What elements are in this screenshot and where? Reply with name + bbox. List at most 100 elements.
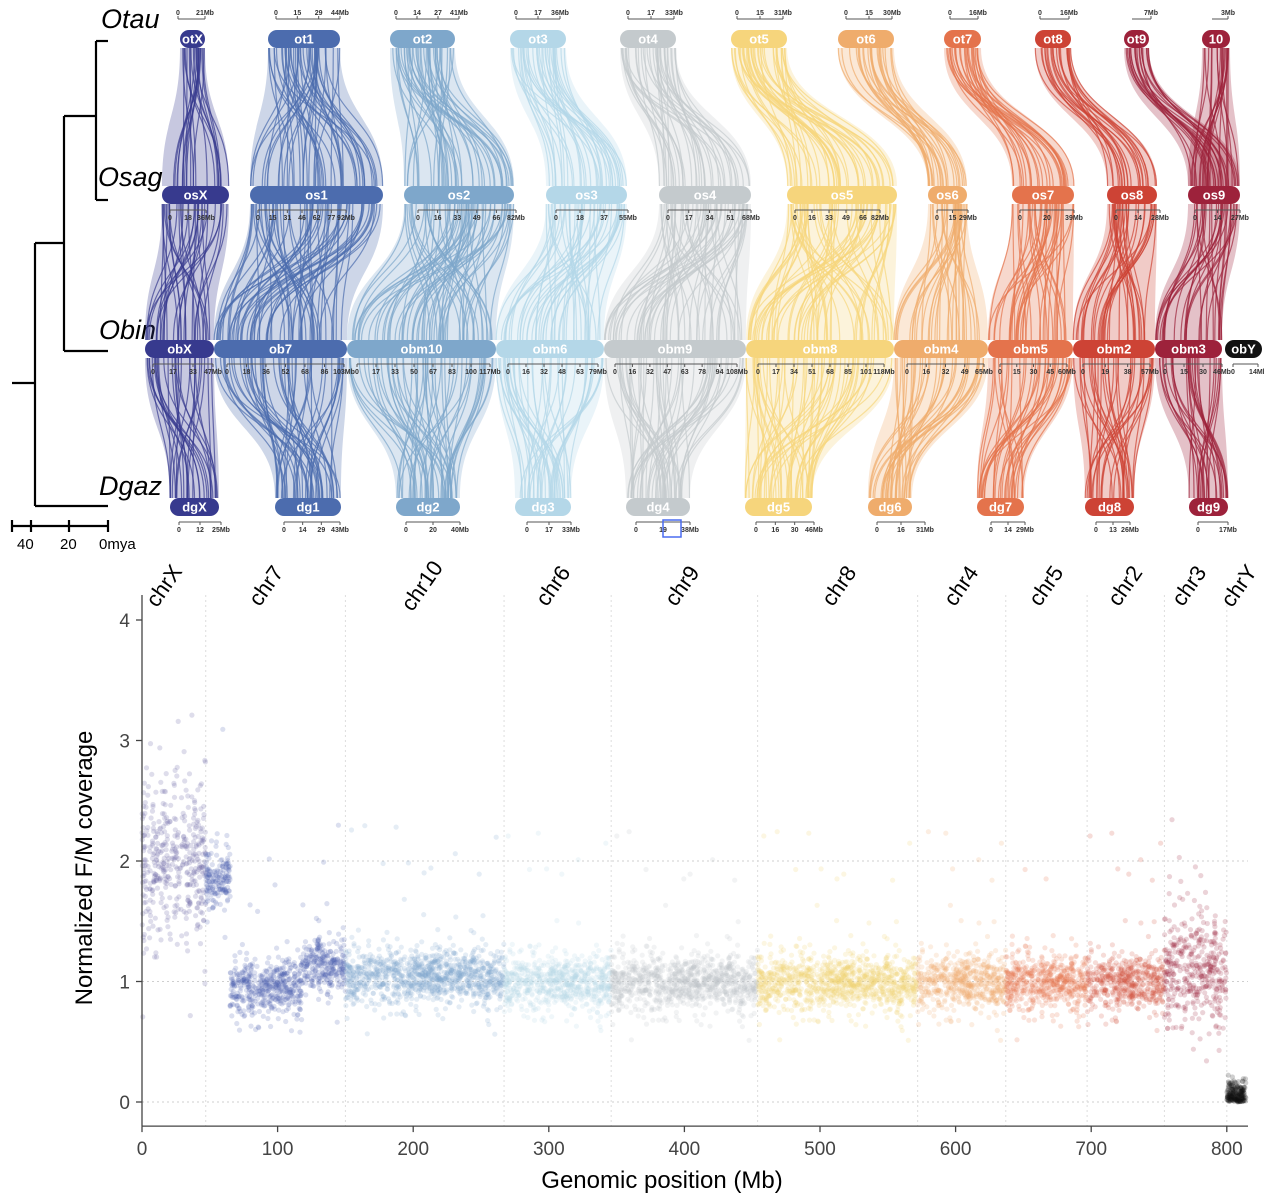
scale-tick-label: 43Mb [331,527,349,534]
data-point [737,1003,743,1009]
data-point [668,962,674,968]
data-point [294,1012,301,1018]
data-point [335,822,341,828]
data-point [171,857,177,863]
data-point [286,959,292,965]
data-point [755,961,761,968]
chromosome-label-dg7: dg7 [989,500,1012,515]
data-point [155,840,161,847]
data-point [163,903,169,909]
data-point [352,985,358,991]
data-point [169,840,176,846]
data-point [159,811,166,817]
data-point [249,963,255,969]
data-point [518,1003,524,1009]
synteny-link-ot8-os8 [1034,47,1158,187]
scale-tick-label: 16Mb [969,10,987,17]
data-point [284,939,290,945]
data-point [401,983,407,990]
data-point [183,910,189,916]
data-point [497,996,503,1002]
data-point [413,976,419,982]
data-point [411,956,417,963]
chromosome-bar-ob7 [214,340,347,358]
data-point [749,964,755,970]
data-point [220,726,226,732]
data-point [483,942,489,948]
data-point [201,863,207,869]
data-point [384,929,390,936]
data-point [185,898,191,904]
data-point [566,981,573,987]
data-point [401,989,407,995]
data-point [366,975,372,981]
scale-tick-label: 16Mb [1060,10,1078,17]
data-point [167,876,173,882]
data-point [749,954,755,961]
data-point [201,811,207,818]
chromosome-bar-obm5 [988,340,1073,358]
scale-tick-label: 30 [1030,369,1038,376]
scale-tick-label: 0 [274,10,278,17]
synteny-link-os2-obm10 [347,203,515,341]
data-point [315,941,321,948]
scale-tick-label: 38Mb [681,527,699,534]
data-point [603,840,609,846]
data-point [680,986,686,992]
data-point [154,857,160,863]
data-point [234,990,240,997]
data-point [323,968,329,975]
data-point [554,918,560,924]
data-point [702,980,708,987]
chromosome-scale-os3: 0 18 37 55Mb [554,209,637,222]
data-point [814,902,820,908]
data-point [394,1011,400,1017]
data-point [268,971,274,977]
data-point [271,968,277,974]
data-point [151,877,157,883]
data-point [326,941,332,947]
data-point [329,982,335,988]
chromosome-scale-obm9: 0 16 32 47 63 78 94 108Mb [613,363,748,376]
data-point [405,966,411,973]
data-point [334,977,340,983]
data-point [727,936,733,942]
data-point [655,1005,661,1011]
data-point [148,815,154,821]
data-point [164,910,170,916]
chromosome-bar-obm4 [894,340,988,358]
data-point [339,984,345,990]
data-point [159,864,165,870]
data-point [225,844,231,851]
data-point [149,808,156,814]
data-point [416,1011,422,1018]
data-point [290,962,296,968]
data-point [267,1000,273,1007]
synteny-link-ot7-os7 [944,47,1075,187]
data-point [149,771,155,777]
scale-tick-label: 82Mb [507,215,525,222]
data-point [246,976,252,982]
data-point [264,960,271,966]
data-point [186,771,193,777]
data-point [722,981,728,987]
data-point [555,986,562,992]
data-point [172,883,178,889]
data-point [334,1019,340,1025]
data-point [300,958,306,964]
data-point [473,1001,479,1007]
data-point [161,823,167,830]
synteny-link-os1-ob7 [213,203,383,341]
chromosome-scale-os5: 0 16 33 49 66 82Mb [793,209,889,222]
chromosome-label-obm2: obm2 [1097,342,1132,357]
chromosome-label-obY: obY [1231,342,1256,357]
scale-tick-label: 63 [576,369,584,376]
scale-tick-label: 78 [698,369,706,376]
data-point [149,842,156,848]
data-point [616,979,622,985]
data-point [630,983,636,989]
data-point [481,1001,487,1007]
data-point [740,966,746,972]
